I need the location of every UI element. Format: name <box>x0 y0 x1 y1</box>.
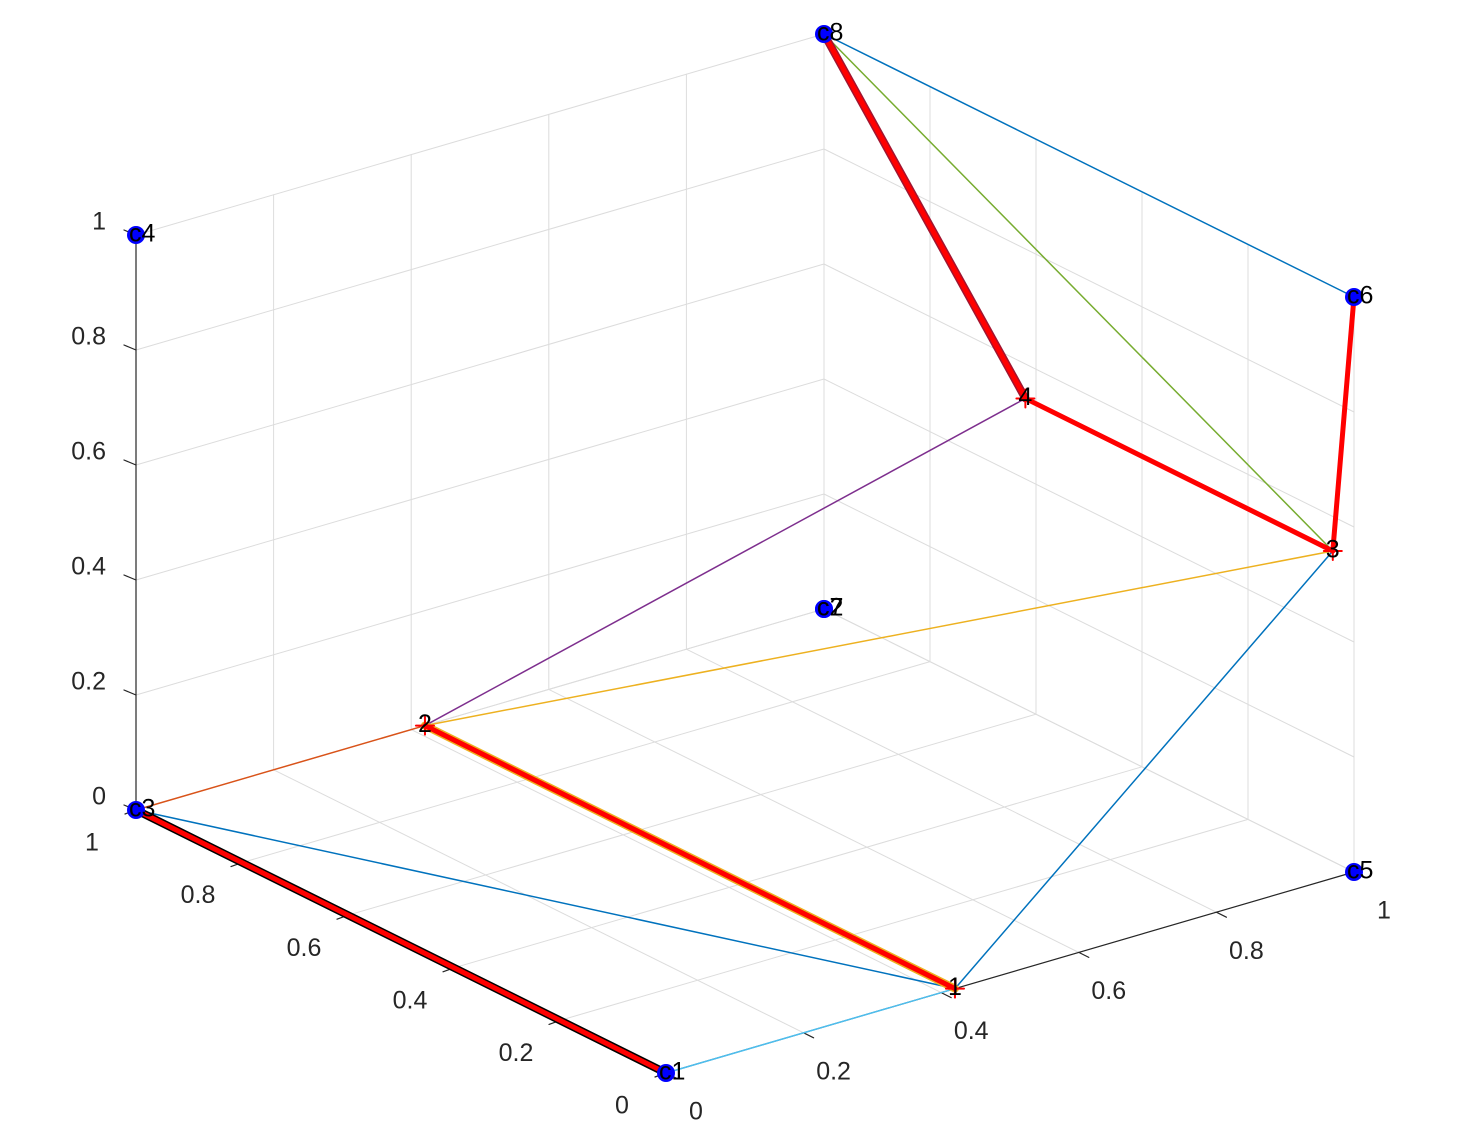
edge-4-3 <box>1022 395 1336 554</box>
point-label-c6: c6 <box>1347 282 1373 310</box>
grid-line <box>823 148 1355 413</box>
z-tick <box>123 344 137 351</box>
point-label-c5: c5 <box>1347 857 1373 885</box>
x-tick <box>1078 951 1090 959</box>
x-tick <box>1215 911 1228 918</box>
z-tick-label: 0 <box>92 783 106 811</box>
point-marker-c4 <box>127 226 145 244</box>
z-tick <box>123 689 137 696</box>
z-tick-label: 0.4 <box>71 553 106 581</box>
z-tick <box>123 574 137 581</box>
point-label-c4: c4 <box>129 220 156 248</box>
x-tick-label: 1 <box>1377 897 1391 925</box>
x-tick-label: 0.2 <box>816 1057 851 1085</box>
grid-line <box>823 608 1355 873</box>
y-tick-label: 0.8 <box>181 881 216 909</box>
x-tick-label: 0.8 <box>1229 937 1264 965</box>
marker-layer <box>127 25 1363 1082</box>
grid-line <box>135 148 825 351</box>
grid-line <box>347 713 1037 916</box>
edge-layer <box>132 30 1357 1077</box>
grid-line <box>823 493 1355 758</box>
edge-c3-1 <box>135 809 956 990</box>
grid-line <box>559 818 1249 1021</box>
edge-c1-1 <box>665 987 956 1074</box>
z-tick-label: 0.8 <box>71 323 106 351</box>
point-label-c2: c2 <box>817 594 843 622</box>
z-tick-label: 0.2 <box>71 668 106 696</box>
grid-line <box>410 729 942 994</box>
grid-line <box>135 378 825 581</box>
grid-line <box>548 688 1080 953</box>
grid-line <box>135 33 825 236</box>
point-label-c1: c1 <box>659 1058 685 1086</box>
label-layer: 0 0.2 0.4 0.6 0.8 1 0 0.2 0.4 0.6 0.8 1 0 0.2 0.4 0.6 0.… <box>71 19 1391 1126</box>
point-marker-c6 <box>1345 288 1363 306</box>
point-marker-c8 <box>815 25 833 43</box>
edge-c8-c6 <box>823 33 1355 298</box>
edge-2-4 <box>424 397 1027 727</box>
edge-2-3 <box>424 550 1334 727</box>
grid-line <box>135 263 825 466</box>
grid-line <box>135 493 825 696</box>
z-tick-label: 1 <box>92 208 106 236</box>
point-label-1: 1 <box>948 973 962 1001</box>
point-marker-c1 <box>657 1064 675 1082</box>
y-tick-label: 1 <box>85 829 99 857</box>
y-tick-label: 0.4 <box>393 986 428 1014</box>
edge-4-c8 <box>821 31 1028 401</box>
point-label-c8: c8 <box>817 19 843 47</box>
grid-layer <box>135 33 1355 1074</box>
edge-1-3 <box>954 550 1334 990</box>
y-tick-label: 0.6 <box>287 934 322 962</box>
x-tick-label: 0.4 <box>954 1017 989 1045</box>
edge-3-c6 <box>1330 294 1357 554</box>
grid-line <box>823 378 1355 643</box>
edge-c3-2 <box>135 724 426 811</box>
edge-2-1 <box>422 723 958 992</box>
grid-line <box>453 766 1143 969</box>
point-marker-c7 <box>815 600 833 618</box>
grid-line <box>241 661 931 864</box>
point-label-2: 2 <box>418 710 432 738</box>
y-tick-label: 0.2 <box>499 1039 534 1067</box>
point-label-4: 4 <box>1018 383 1032 411</box>
x-tick <box>940 991 952 999</box>
z-tick <box>123 459 137 466</box>
x-tick-label: 0 <box>689 1098 703 1126</box>
point-label-c3: c3 <box>129 795 155 823</box>
point-label-c7: c7 <box>817 594 843 622</box>
grid-line <box>273 769 805 1034</box>
edge-c3-c1 <box>133 807 669 1076</box>
grid-line <box>685 648 1217 913</box>
x-tick <box>802 1032 815 1039</box>
point-label-3: 3 <box>1326 536 1340 564</box>
edge-c8-3 <box>823 33 1334 552</box>
point-marker-c3 <box>127 801 145 819</box>
z-tick-label: 0.6 <box>71 438 106 466</box>
x-tick-label: 0.6 <box>1091 977 1126 1005</box>
point-marker-c5 <box>1345 863 1363 881</box>
y-tick-label: 0 <box>615 1092 629 1120</box>
